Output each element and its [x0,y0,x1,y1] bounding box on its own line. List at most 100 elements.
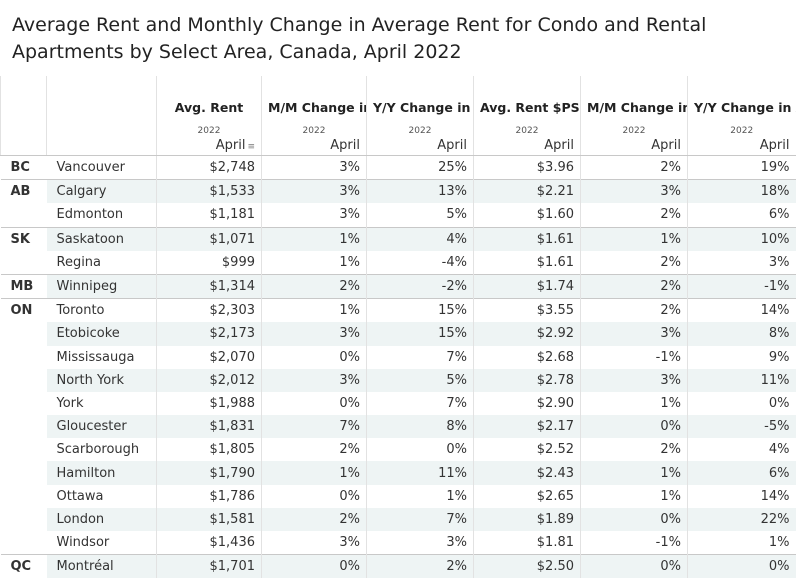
city-cell: Windsor [56,535,110,551]
value-cell: 1% [261,298,367,323]
value-cell: $1,533 [156,179,262,204]
value-cell: $2.43 [473,461,581,485]
value-cell: 13% [366,179,474,204]
sort-icon[interactable]: ≡ [247,142,255,152]
value-cell: $1,071 [156,226,262,251]
value-cell: 8% [687,322,796,346]
value-cell: 1% [580,226,688,251]
city-cell: Hamilton [46,461,157,485]
value-cell: 2% [580,250,688,275]
city-cell: North York [46,368,157,392]
city-cell: Winnipeg [46,273,157,299]
value-cell: $2,070 [156,345,262,369]
value-cell: 3% [261,179,367,204]
value-cell: 4% [687,438,796,462]
value-cell: $1,786 [156,484,262,508]
table-row: Scarborough $1,805 2% 0% $2.52 2% 4% [1,438,796,462]
value-cell: $2.21 [473,179,581,204]
value-cell: $1.89 [473,507,581,531]
value-cell: 3% [261,203,367,228]
city-cell: Calgary [46,179,157,204]
province-cell: BC [10,160,30,176]
city-cell: Mississauga [56,349,135,365]
province-cell: ON [0,298,47,323]
month-label[interactable]: April ≡ [156,136,262,156]
city-cell: Scarborough [56,442,140,458]
value-cell: $2.90 [473,391,581,416]
city-cell: London [46,507,157,531]
table-row: AB Calgary $1,533 3% 13% $2.21 3% 18% [0,179,796,204]
col-header-yy-change-psf[interactable]: Y/Y Change in Avg Rent $PSF [687,76,796,118]
col-header-avg-rent[interactable]: Avg. Rent [156,76,262,118]
city-cell: Vancouver [56,160,125,176]
value-cell: 0% [261,391,367,416]
year-label: 2022 [156,118,262,136]
value-cell: 1% [261,461,367,485]
year-label: 2022 [261,118,367,136]
table-row: QC Montréal $1,701 0% 2% $2.50 0% 0% [0,554,796,579]
table-row: York $1,988 0% 7% $2.90 1% 0% [1,391,796,416]
value-cell: $1,181 [156,203,262,228]
province-cell [1,415,47,438]
table-row: BC Vancouver $2,748 3% 25% $3.96 2% 19% [1,155,796,180]
value-cell: 3% [687,250,796,275]
value-cell: $1,314 [156,273,262,299]
header-year-row: 2022 2022 2022 2022 2022 2022 [0,118,796,136]
value-cell: 2% [580,298,688,323]
value-cell: -4% [366,250,474,275]
value-cell: 3% [366,531,474,555]
value-cell: 0% [580,415,688,439]
col-header-yy-change-rent[interactable]: Y/Y Change in Avg Rent [366,76,474,118]
table-row: Ottawa $1,786 0% 1% $2.65 1% 14% [1,484,796,508]
value-cell: $999 [156,250,262,275]
value-cell: $2.78 [473,368,581,392]
value-cell: 25% [366,155,474,180]
value-cell: 0% [261,345,367,369]
value-cell: 9% [687,345,796,369]
value-cell: -1% [580,531,688,555]
province-cell [1,531,47,555]
value-cell: 3% [580,368,688,392]
year-label: 2022 [473,118,581,136]
value-cell: 0% [580,507,688,531]
province-cell: SK [0,226,47,251]
col-header-mm-change-psf[interactable]: M/M Change in Avg Rent $PSF [580,76,688,118]
value-cell: $1,831 [156,415,262,439]
province-cell [1,251,47,275]
month-label: April [261,136,367,156]
value-cell: 3% [261,322,367,346]
value-cell: 11% [366,461,474,485]
value-cell: 2% [261,273,367,299]
value-cell: $1,701 [156,554,262,579]
province-cell [1,392,47,415]
month-label: April [473,136,581,156]
value-cell: $2.68 [473,345,581,369]
value-cell: 5% [366,203,474,228]
value-cell: 2% [261,507,367,531]
col-header-mm-change-rent[interactable]: M/M Change in Avg Rent [261,76,367,118]
province-cell: AB [0,179,47,204]
city-cell: Regina [56,254,102,270]
city-cell: Etobicoke [46,322,157,346]
table-row: ON Toronto $2,303 1% 15% $3.55 2% 14% [0,298,796,323]
table-row: Edmonton $1,181 3% 5% $1.60 2% 6% [1,203,796,228]
value-cell: 6% [687,461,796,485]
value-cell: $1.61 [473,226,581,251]
value-cell: -2% [366,273,474,299]
month-label: April [580,136,688,156]
col-header-avg-rent-psf[interactable]: Avg. Rent $PSF [473,76,581,118]
value-cell: 3% [580,322,688,346]
value-cell: 15% [366,322,474,346]
value-cell: -5% [687,415,796,439]
value-cell: $2.52 [473,438,581,462]
table-row: MB Winnipeg $1,314 2% -2% $1.74 2% -1% [0,273,796,299]
table-row: Regina $999 1% -4% $1.61 2% 3% [1,250,796,275]
value-cell: $1.81 [473,531,581,555]
province-cell [1,369,47,392]
value-cell: $2,303 [156,298,262,323]
year-label: 2022 [580,118,688,136]
value-cell: 4% [366,226,474,251]
value-cell: $2.65 [473,484,581,508]
value-cell: $1.74 [473,273,581,299]
month-label: April [687,136,796,156]
